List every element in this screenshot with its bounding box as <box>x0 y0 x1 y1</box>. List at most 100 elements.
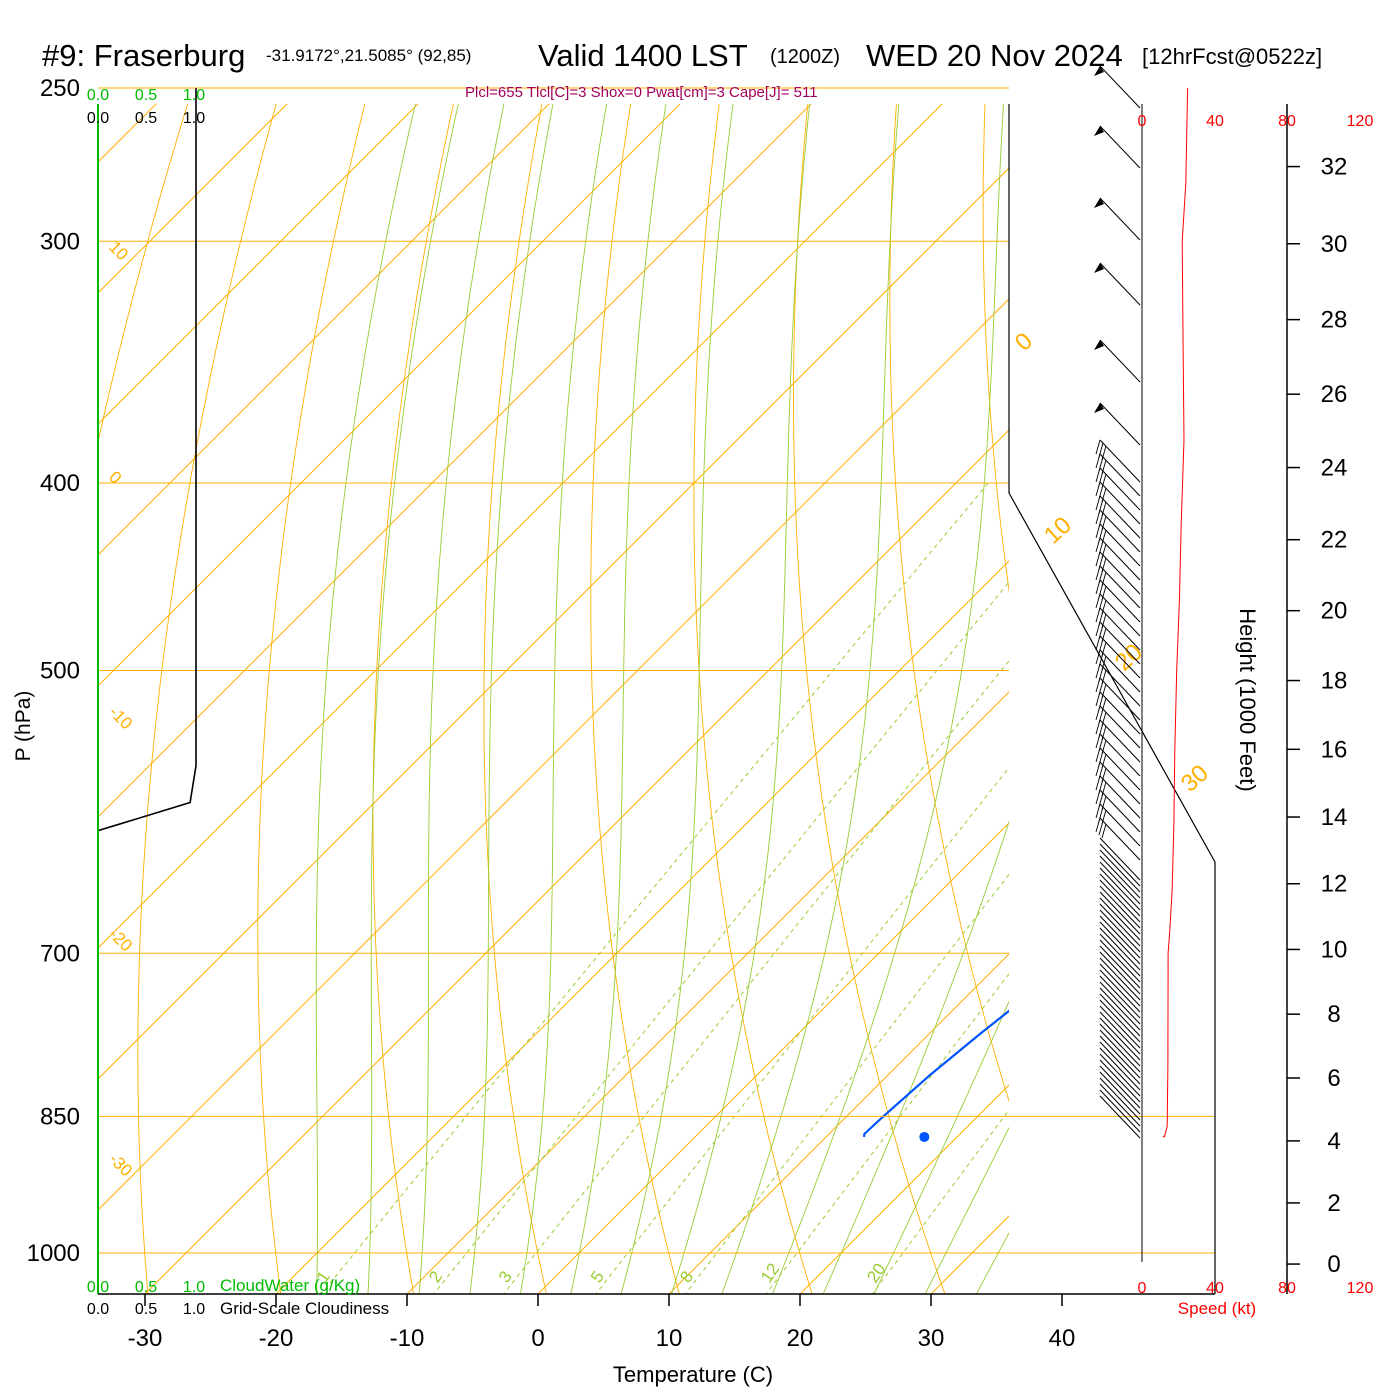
isotherm-line <box>537 822 1009 1294</box>
wind-barb <box>1099 999 1141 1043</box>
wind-barb <box>1099 1011 1141 1055</box>
wind-barb <box>1099 861 1141 905</box>
speed-axis-label: Speed (kt) <box>1178 1299 1256 1318</box>
isotherm-line <box>1324 18 1400 1294</box>
wind-barb-staff <box>1099 897 1141 941</box>
isotherm-label: 10 <box>1039 512 1077 550</box>
wind-barb-staff <box>1099 885 1141 929</box>
wind-barb-tick <box>1101 697 1107 713</box>
wind-barb <box>1099 1023 1141 1067</box>
dewpoint-line <box>863 1009 1009 1137</box>
wind-barb-staff <box>1099 197 1141 241</box>
pressure-tick-label: 300 <box>40 228 80 255</box>
wind-barb-tick <box>1101 795 1107 811</box>
station-title: #9: Fraserburg <box>42 38 246 73</box>
wind-barb-pennant <box>1094 403 1104 413</box>
wind-barb-staff <box>1099 262 1141 306</box>
wind-barb-staff <box>1099 1035 1141 1079</box>
isotherm-label: 0 <box>105 467 125 487</box>
wind-barb <box>1094 402 1141 446</box>
wind-barb-staff <box>1099 607 1141 651</box>
mixing-ratio-label: 5 <box>587 1268 608 1287</box>
moist-adiabat-line <box>367 104 459 1294</box>
wind-barb-tick <box>1101 459 1107 475</box>
mixing-ratio-line <box>502 660 1009 1294</box>
wind-barb-tick <box>1101 543 1107 559</box>
wind-barb-tick <box>1101 669 1107 685</box>
wind-barb-tick <box>1101 711 1107 727</box>
wind-barb <box>1099 909 1141 953</box>
height-tick-label: 8 <box>1327 1001 1340 1028</box>
stability-indices: Plcl=655 Tlcl[C]=3 Shox=0 Pwat[cm]=3 Cap… <box>465 84 818 101</box>
wind-barb-staff <box>1099 1095 1141 1139</box>
wind-barb-staff <box>1099 761 1141 805</box>
wind-barb-tick <box>1098 442 1104 458</box>
height-tick-label: 22 <box>1321 527 1348 554</box>
wind-barb <box>1099 873 1141 917</box>
isotherm-line <box>98 104 550 556</box>
wind-barb <box>1099 1005 1141 1049</box>
isotherm-line <box>406 691 1009 1294</box>
zulu-time: (1200Z) <box>770 46 841 68</box>
wind-barb-tick <box>1095 439 1101 455</box>
moist-adiabat-line <box>721 104 900 1294</box>
isotherm-line <box>275 560 1009 1294</box>
height-tick-label: 16 <box>1321 736 1348 763</box>
wind-barb <box>1099 969 1141 1013</box>
wind-barb <box>1099 1095 1141 1139</box>
wind-barb-staff <box>1099 1053 1141 1097</box>
mixing-ratio-line <box>320 482 989 1294</box>
dry-adiabat-line <box>590 104 680 1294</box>
wind-barb-staff <box>1099 855 1141 899</box>
wind-barb-tick <box>1101 515 1107 531</box>
dry-adiabat-line <box>1074 54 1348 1302</box>
wind-barb-staff <box>1099 921 1141 965</box>
wind-barb-staff <box>1099 873 1141 917</box>
wind-barb-staff <box>1099 1041 1141 1085</box>
wind-barb <box>1099 855 1141 899</box>
wind-barb-staff <box>1099 649 1141 693</box>
surface-temperature-dot <box>1135 1132 1145 1142</box>
wind-barb-staff <box>1099 593 1141 637</box>
x-tick-label: 40 <box>1049 1325 1076 1352</box>
wind-barb-staff <box>1099 1083 1141 1127</box>
x-axis-title: Temperature (C) <box>613 1362 773 1387</box>
wind-barb-staff <box>1099 621 1141 665</box>
cloud-water-tick-bottom: 1.0 <box>183 1279 205 1296</box>
valid-time: Valid 1400 LST <box>538 38 748 73</box>
wind-barb-staff <box>1099 803 1141 847</box>
wind-barb <box>1099 837 1141 881</box>
height-tick-label: 28 <box>1321 307 1348 334</box>
height-tick-label: 26 <box>1321 381 1348 408</box>
wind-barb <box>1099 1029 1141 1073</box>
wind-barb-staff <box>1099 957 1141 1001</box>
wind-barb-tick <box>1101 767 1107 783</box>
wind-barb <box>1099 1065 1141 1109</box>
wind-barb-staff <box>1099 1065 1141 1109</box>
plot-frame <box>97 87 1216 1306</box>
wind-barb-staff <box>1099 439 1141 483</box>
height-axis-title: Height (1000 Feet) <box>1235 608 1260 791</box>
cloud-water-tick-top: 0.5 <box>135 87 157 104</box>
wind-barb-staff <box>1099 1011 1141 1055</box>
wind-barb-staff <box>1099 1047 1141 1091</box>
wind-barb <box>1099 963 1141 1007</box>
dry-adiabat-line <box>889 104 1009 1103</box>
height-tick-label: 32 <box>1321 154 1348 181</box>
height-tick-label: 10 <box>1321 936 1348 963</box>
wind-barb-tick <box>1101 739 1107 755</box>
height-tick-label: 0 <box>1327 1251 1340 1278</box>
wind-barb <box>1099 891 1141 935</box>
height-tick-label: 6 <box>1327 1065 1340 1092</box>
wind-barb <box>1099 1053 1141 1097</box>
wind-barb <box>1099 1017 1141 1061</box>
wind-barb <box>1099 879 1141 923</box>
wind-speed-line <box>1162 88 1189 1138</box>
speed-tick-top: 40 <box>1206 113 1224 130</box>
wind-barb-staff <box>1099 861 1141 905</box>
wind-barb-staff <box>1099 817 1141 861</box>
moist-adiabat-line <box>822 820 1009 1294</box>
isotherm-line <box>98 167 1009 1080</box>
wind-barb <box>1099 849 1141 893</box>
wind-barb-tick <box>1101 473 1107 489</box>
